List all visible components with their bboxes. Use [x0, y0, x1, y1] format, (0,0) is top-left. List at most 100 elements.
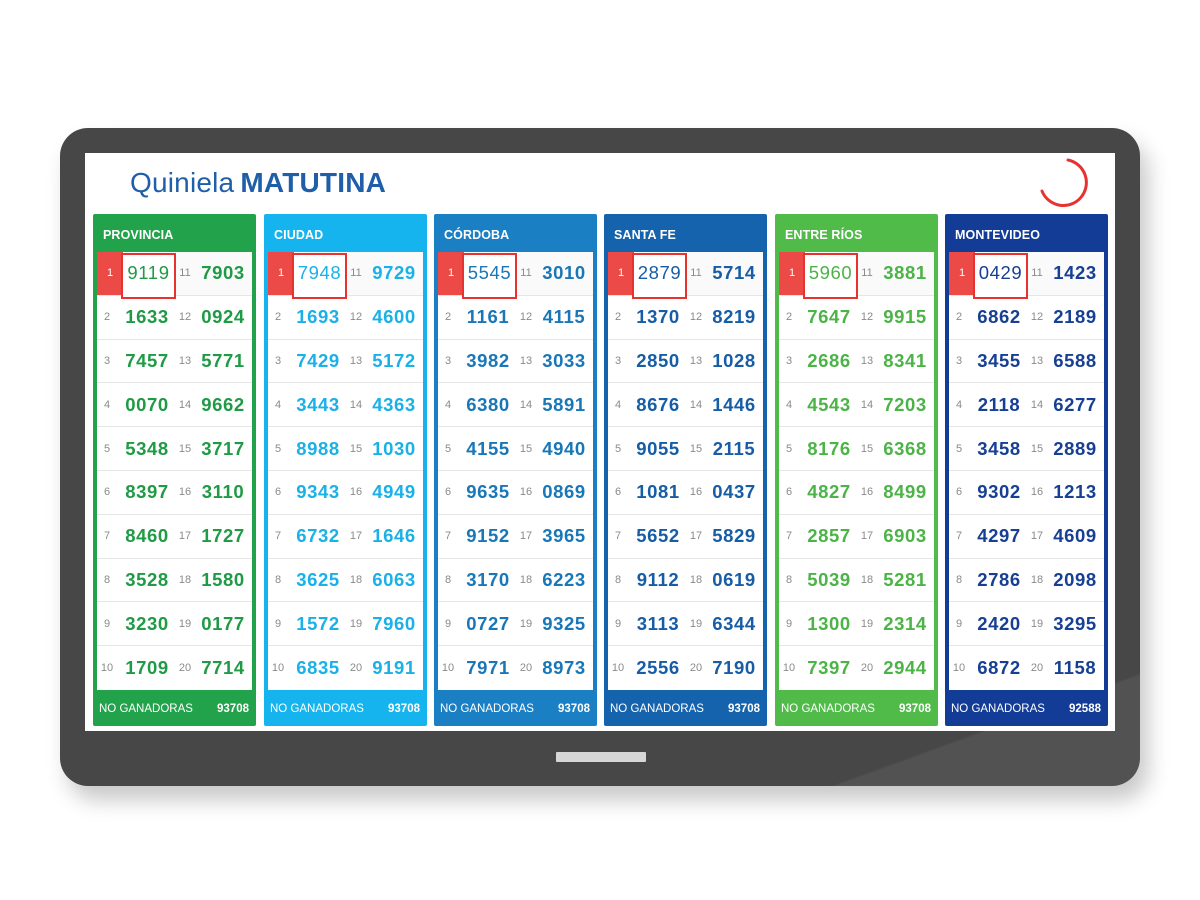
position-number: 7 — [614, 530, 622, 543]
drawn-number: 5281 — [883, 568, 927, 590]
drawn-number: 2420 — [977, 612, 1021, 634]
drawn-number: 6872 — [977, 657, 1021, 679]
drawn-number: 2115 — [712, 437, 756, 459]
drawn-number: 1727 — [201, 525, 245, 547]
drawn-number: 9729 — [372, 262, 416, 284]
position-number: 1 — [788, 267, 796, 280]
drawn-number: 1213 — [1053, 481, 1097, 503]
drawn-number: 2118 — [977, 393, 1021, 415]
position-number: 17 — [1030, 530, 1044, 543]
position-number: 11 — [1031, 267, 1043, 280]
drawn-number: 2786 — [977, 568, 1021, 590]
drawn-number: 4155 — [466, 437, 510, 459]
position-number: 4 — [274, 398, 282, 411]
drawn-number: 2686 — [807, 349, 851, 371]
position-number: 20 — [1030, 662, 1044, 675]
column-footer: NO GANADORAS 93708 — [434, 692, 597, 726]
result-row: 9 3230 19 0177 — [97, 602, 252, 647]
drawn-number: 6368 — [883, 437, 927, 459]
page-title: Quiniela MATUTINA — [130, 167, 386, 199]
result-row: 7 6732 17 1646 — [268, 515, 423, 559]
position-number: 1 — [617, 267, 625, 280]
result-row: 5 5348 15 3717 — [97, 427, 252, 471]
drawn-number: 3455 — [977, 349, 1021, 371]
result-row: 9 2420 19 3295 — [949, 602, 1104, 647]
result-row: 2 1161 12 4115 — [438, 296, 593, 340]
drawn-number: 7203 — [883, 393, 927, 415]
drawn-number: 3528 — [125, 568, 169, 590]
position-number: 3 — [274, 354, 282, 367]
drawn-number: 1646 — [372, 525, 416, 547]
position-number: 11 — [690, 267, 702, 280]
drawn-number: 5771 — [201, 349, 245, 371]
drawn-number: 5172 — [372, 349, 416, 371]
position-number: 15 — [689, 442, 703, 455]
results-column: PROVINCIA 1 9119 11 7903 2 1633 12 0924 3 7457 13 57… — [93, 214, 256, 726]
first-prize-marker: 1 — [268, 252, 294, 295]
result-row: 1 5960 11 3881 — [779, 252, 934, 299]
result-row: 10 1709 20 7714 — [97, 646, 252, 690]
position-number: 5 — [955, 442, 963, 455]
results-column: CÓRDOBA 1 5545 11 3010 2 1161 12 4115 3 3982 13 3033… — [434, 214, 597, 726]
drawn-number: 6732 — [296, 525, 340, 547]
column-body: 1 5960 11 3881 2 7647 12 9915 3 2686 13 8341 4 4543 14… — [779, 252, 934, 690]
drawn-number: 2850 — [636, 349, 680, 371]
position-number: 14 — [1030, 398, 1044, 411]
drawn-number: 2944 — [883, 657, 927, 679]
drawn-number: 1423 — [1053, 262, 1097, 284]
position-number: 4 — [955, 398, 963, 411]
position-number: 11 — [350, 267, 362, 280]
drawn-number: 6277 — [1053, 393, 1097, 415]
drawn-number: 9055 — [636, 437, 680, 459]
position-number: 10 — [782, 662, 796, 675]
drawn-number: 8397 — [125, 481, 169, 503]
drawn-number: 6588 — [1053, 349, 1097, 371]
position-number: 6 — [444, 486, 452, 499]
drawn-number: 8176 — [807, 437, 851, 459]
result-row: 6 1081 16 0437 — [608, 471, 763, 515]
position-number: 12 — [689, 311, 703, 324]
result-row: 4 4543 14 7203 — [779, 383, 934, 428]
result-row: 5 8176 15 6368 — [779, 427, 934, 471]
position-number: 19 — [860, 617, 874, 630]
result-row: 1 2879 11 5714 — [608, 252, 763, 299]
drawn-number: 1633 — [125, 306, 169, 328]
result-row: 1 7948 11 9729 — [268, 252, 423, 299]
position-number: 13 — [1030, 354, 1044, 367]
column-footer: NO GANADORAS 93708 — [775, 692, 938, 726]
position-number: 15 — [860, 442, 874, 455]
position-number: 9 — [614, 617, 622, 630]
position-number: 13 — [860, 354, 874, 367]
no-winners-value: 93708 — [899, 703, 931, 715]
drawn-number: 3033 — [542, 349, 586, 371]
result-row: 10 7971 20 8973 — [438, 646, 593, 690]
position-number: 17 — [860, 530, 874, 543]
result-row: 6 9635 16 0869 — [438, 471, 593, 515]
drawn-number: 3458 — [977, 437, 1021, 459]
drawn-number: 3230 — [125, 612, 169, 634]
position-number: 18 — [178, 573, 192, 586]
results-column: MONTEVIDEO 1 0429 11 1423 2 6862 12 2189 3 3455 13 6… — [945, 214, 1108, 726]
position-number: 15 — [349, 442, 363, 455]
position-number: 4 — [103, 398, 111, 411]
result-row: 5 3458 15 2889 — [949, 427, 1104, 471]
drawn-number: 6903 — [883, 525, 927, 547]
drawn-number: 7647 — [807, 306, 851, 328]
result-row: 2 7647 12 9915 — [779, 296, 934, 340]
drawn-number: 7971 — [466, 657, 510, 679]
column-header: CIUDAD — [274, 228, 324, 242]
no-winners-value: 93708 — [217, 703, 249, 715]
position-number: 4 — [614, 398, 622, 411]
drawn-number: 4363 — [372, 393, 416, 415]
position-number: 14 — [349, 398, 363, 411]
column-header: SANTA FE — [614, 228, 676, 242]
position-number: 5 — [274, 442, 282, 455]
position-number: 9 — [103, 617, 111, 630]
position-number: 5 — [785, 442, 793, 455]
first-prize-highlight — [632, 253, 687, 299]
position-number: 14 — [519, 398, 533, 411]
result-row: 8 3528 18 1580 — [97, 559, 252, 603]
no-winners-value: 93708 — [728, 703, 760, 715]
position-number: 5 — [444, 442, 452, 455]
position-number: 10 — [611, 662, 625, 675]
